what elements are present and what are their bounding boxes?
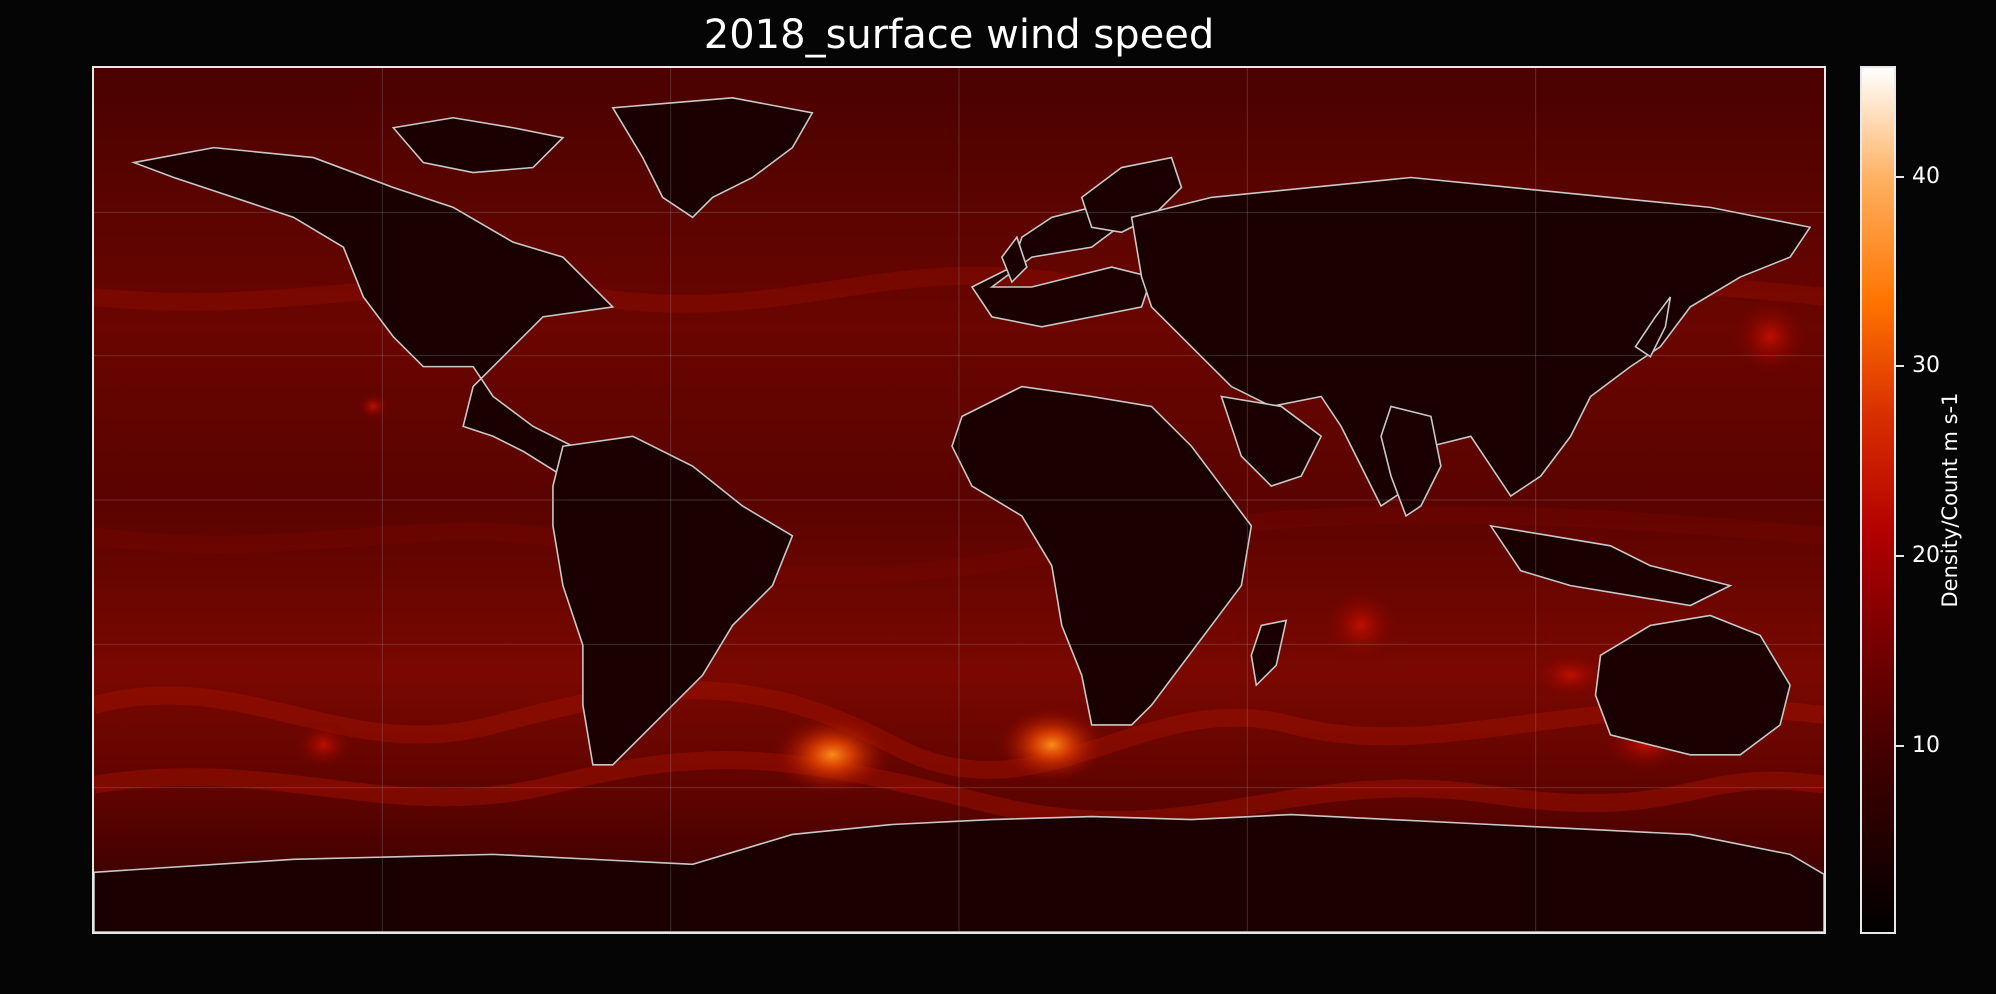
land-masses <box>94 97 1824 932</box>
colorbar-label-20: 20 <box>1912 543 1940 568</box>
japan <box>1634 296 1672 358</box>
gridlines <box>94 68 1824 932</box>
india <box>1380 405 1442 518</box>
colorbar-tick-40 <box>1896 176 1904 178</box>
madagascar <box>1250 619 1288 687</box>
arctic-islands <box>391 116 565 174</box>
arabia <box>1220 395 1323 487</box>
wind-speed-map <box>94 68 1824 932</box>
north-america <box>130 146 615 477</box>
colorbar-tick-20 <box>1896 555 1904 557</box>
colorbar-title: Density/Count m s-1 <box>1938 392 1962 608</box>
greenland <box>611 97 814 219</box>
south-america <box>552 435 794 766</box>
colorbar-label-30: 30 <box>1912 353 1940 378</box>
colorbar <box>1860 66 1896 934</box>
map-panel <box>92 66 1826 934</box>
asia <box>1130 176 1812 508</box>
antarctica <box>94 813 1824 932</box>
colorbar-label-40: 40 <box>1912 164 1940 189</box>
map-title: 2018_surface wind speed <box>703 12 1215 58</box>
australia <box>1594 614 1791 756</box>
colorbar-tick-30 <box>1896 365 1904 367</box>
colorbar-tick-10 <box>1896 745 1904 747</box>
scandinavia <box>1080 156 1183 234</box>
uk <box>1000 235 1028 284</box>
africa <box>951 385 1253 726</box>
se-asia-islands <box>1489 524 1733 607</box>
colorbar-label-10: 10 <box>1912 733 1940 758</box>
